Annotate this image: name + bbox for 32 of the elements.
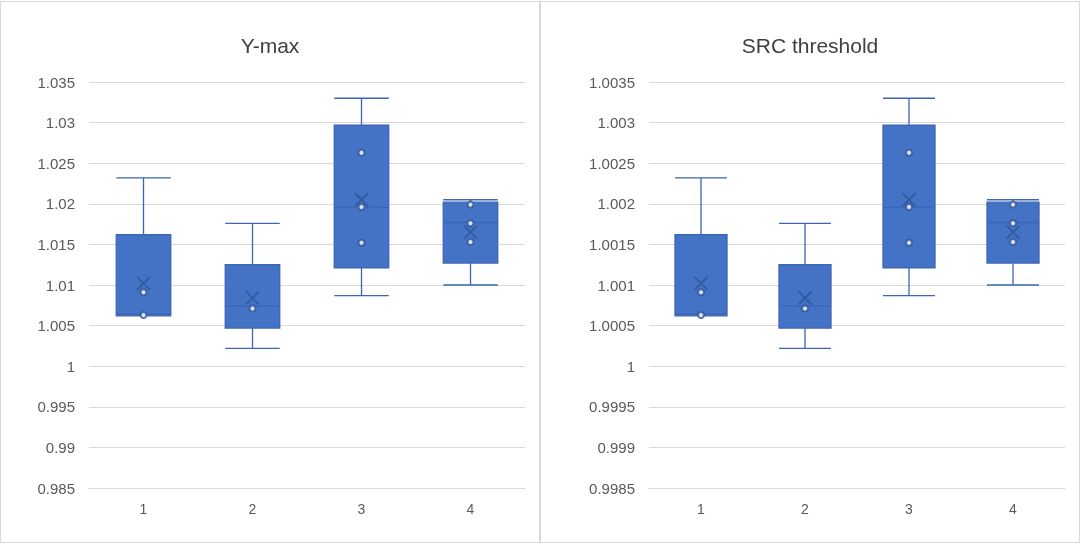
y-tick-label: 1.0015 bbox=[589, 235, 635, 253]
y-tick-label: 1.005 bbox=[37, 317, 75, 335]
chart-title: Y-max bbox=[240, 34, 300, 57]
chart-title: SRC threshold bbox=[741, 34, 879, 57]
y-tick-label: 1.035 bbox=[37, 73, 75, 91]
y-tick-label: 1.03 bbox=[45, 114, 75, 132]
y-tick-label: 1.02 bbox=[45, 195, 75, 213]
y-tick-label: 1.001 bbox=[597, 276, 635, 294]
y-tick-label: 1.01 bbox=[45, 276, 75, 294]
y-tick-label: 1 bbox=[626, 357, 635, 375]
y-tick-label: 1.002 bbox=[597, 195, 635, 213]
x-tick-label: 3 bbox=[357, 501, 366, 517]
y-tick-label: 1.025 bbox=[37, 154, 75, 172]
y-tick-label: 0.985 bbox=[37, 479, 75, 497]
x-tick-label: 4 bbox=[466, 501, 475, 517]
y-tick-label: 1.015 bbox=[37, 235, 75, 253]
y-tick-label: 1 bbox=[66, 357, 75, 375]
y-tick-label: 0.9985 bbox=[589, 479, 635, 497]
y-tick-label: 1.0035 bbox=[589, 73, 635, 91]
y-tick-label: 0.995 bbox=[37, 398, 75, 416]
x-tick-label: 3 bbox=[905, 501, 914, 517]
x-tick-label: 2 bbox=[801, 501, 810, 517]
y-tick-label: 1.0025 bbox=[589, 154, 635, 172]
y-tick-label: 1.0005 bbox=[589, 317, 635, 335]
y-tick-label: 0.9995 bbox=[589, 398, 635, 416]
x-tick-label: 1 bbox=[697, 501, 706, 517]
x-tick-label: 4 bbox=[1009, 501, 1018, 517]
y-tick-label: 1.003 bbox=[597, 114, 635, 132]
y-tick-label: 0.99 bbox=[45, 438, 75, 456]
x-tick-label: 2 bbox=[248, 501, 257, 517]
y-tick-label: 0.999 bbox=[597, 438, 635, 456]
x-tick-label: 1 bbox=[139, 501, 148, 517]
